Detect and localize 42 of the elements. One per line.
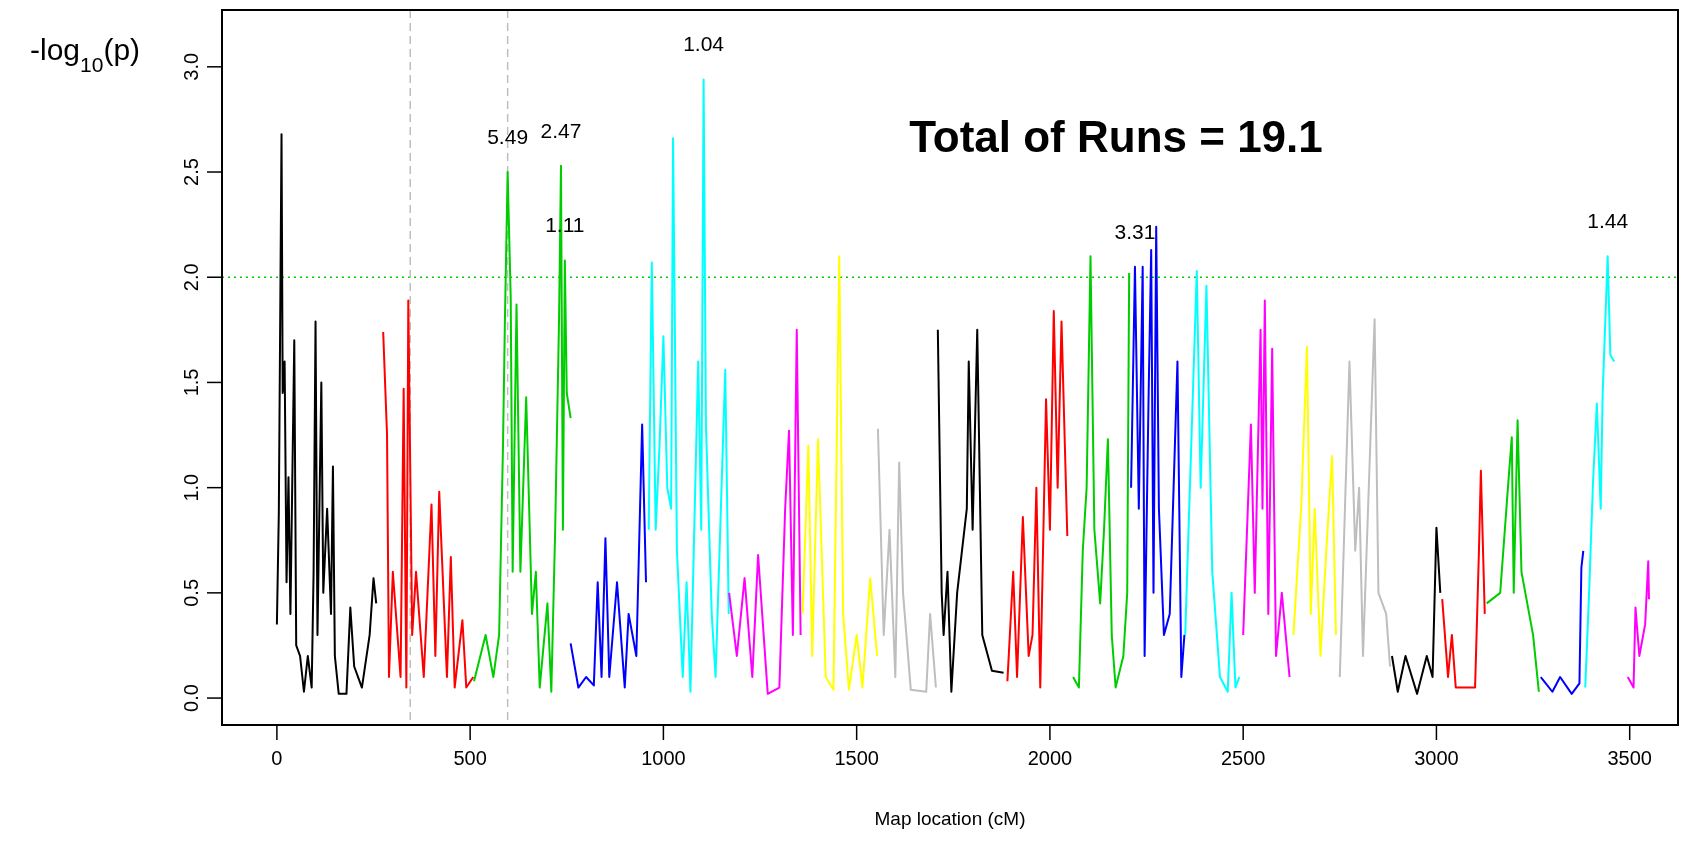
line-series [876, 427, 937, 693]
line-series [1390, 526, 1442, 695]
line-series [1242, 299, 1291, 679]
y-tick-label: 0.5 [180, 578, 202, 607]
x-tick-label: 1000 [641, 747, 686, 769]
line-series [1338, 318, 1392, 679]
line-series [1184, 269, 1241, 693]
line-series [1485, 419, 1540, 693]
line-series [1626, 560, 1651, 689]
line-series [936, 328, 1005, 693]
x-tick-label: 500 [453, 747, 487, 769]
line-series [275, 133, 378, 695]
annotation: 5.49 [487, 125, 529, 149]
line-series [1292, 345, 1337, 657]
y-tick-label: 2.0 [180, 263, 202, 292]
line-series [1006, 309, 1069, 689]
line-series [728, 328, 802, 695]
line-series [1539, 549, 1585, 695]
y-tick-label: 1.0 [180, 473, 202, 502]
annotation: 1.44 [1587, 209, 1629, 233]
y-tick-label: 2.5 [180, 158, 202, 186]
y-tick-label: 0.0 [180, 684, 202, 712]
x-tick-label: 3500 [1607, 747, 1652, 769]
x-axis-title: Map location (cM) [874, 808, 1026, 829]
annotation: 3.31 [1114, 219, 1156, 243]
line-series [647, 78, 730, 693]
x-tick-label: 3000 [1414, 747, 1459, 769]
y-tick-label: 1.5 [180, 368, 202, 397]
line-series [1441, 469, 1486, 689]
y-tick-label: 3.0 [180, 52, 202, 81]
annotation: Total of Runs = 19.1 [909, 112, 1323, 161]
annotation: 1.04 [683, 32, 725, 56]
line-series [569, 423, 648, 689]
x-tick-label: 2000 [1027, 747, 1073, 769]
annotation: 2.47 [540, 118, 582, 142]
line-series [382, 299, 475, 689]
y-axis-title: -log$_{10}$(p) [30, 33, 141, 76]
x-tick-label: 0 [271, 747, 283, 769]
line-series [1584, 255, 1616, 689]
x-tick-label: 2500 [1220, 747, 1266, 769]
line-series [801, 255, 879, 691]
x-tick-label: 1500 [834, 747, 879, 769]
